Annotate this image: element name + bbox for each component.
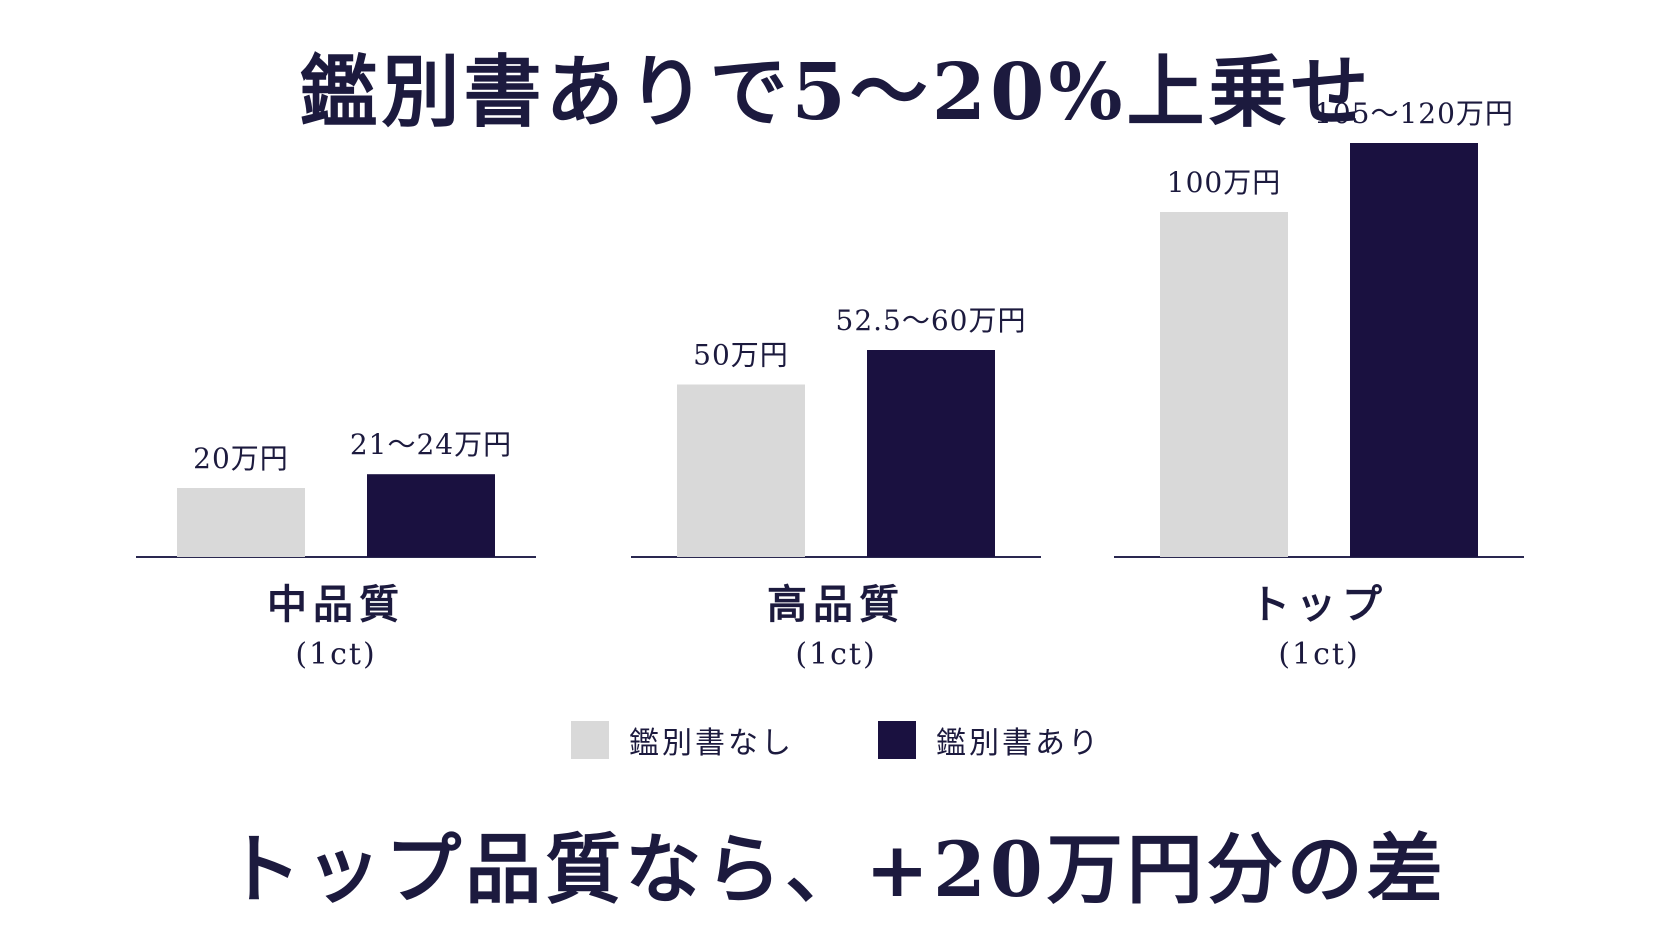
chart-title: 鑑別書ありで5～20%上乗せ bbox=[299, 47, 1373, 138]
data-label: 105～120万円 bbox=[1314, 97, 1514, 130]
bar-with bbox=[367, 474, 495, 557]
bar-without bbox=[177, 488, 305, 557]
category-label: 中品質 bbox=[267, 581, 405, 628]
data-label: 100万円 bbox=[1167, 166, 1281, 199]
legend-swatch-with bbox=[878, 721, 916, 759]
legend-item-with: 鑑別書あり bbox=[878, 718, 1101, 762]
bar-without bbox=[677, 384, 805, 557]
data-label: 52.5～60万円 bbox=[836, 304, 1027, 337]
data-label: 21～24万円 bbox=[350, 428, 512, 461]
category-sublabel: (1ct) bbox=[295, 637, 376, 672]
data-label: 20万円 bbox=[193, 442, 289, 475]
bar-without bbox=[1160, 212, 1288, 557]
legend-label-without: 鑑別書なし bbox=[629, 726, 794, 761]
bar-with bbox=[1350, 143, 1478, 557]
legend-swatch-without bbox=[571, 721, 609, 759]
data-label: 50万円 bbox=[693, 339, 789, 372]
bar-with bbox=[867, 350, 995, 557]
category-label: トップ bbox=[1250, 581, 1388, 628]
legend: 鑑別書なし 鑑別書あり bbox=[0, 718, 1672, 762]
legend-label-with: 鑑別書あり bbox=[936, 726, 1101, 761]
category-sublabel: (1ct) bbox=[795, 637, 876, 672]
legend-item-without: 鑑別書なし bbox=[571, 718, 794, 762]
category-sublabel: (1ct) bbox=[1278, 637, 1359, 672]
footer-caption: トップ品質なら、+20万円分の差 bbox=[225, 825, 1447, 914]
category-label: 高品質 bbox=[767, 581, 905, 628]
